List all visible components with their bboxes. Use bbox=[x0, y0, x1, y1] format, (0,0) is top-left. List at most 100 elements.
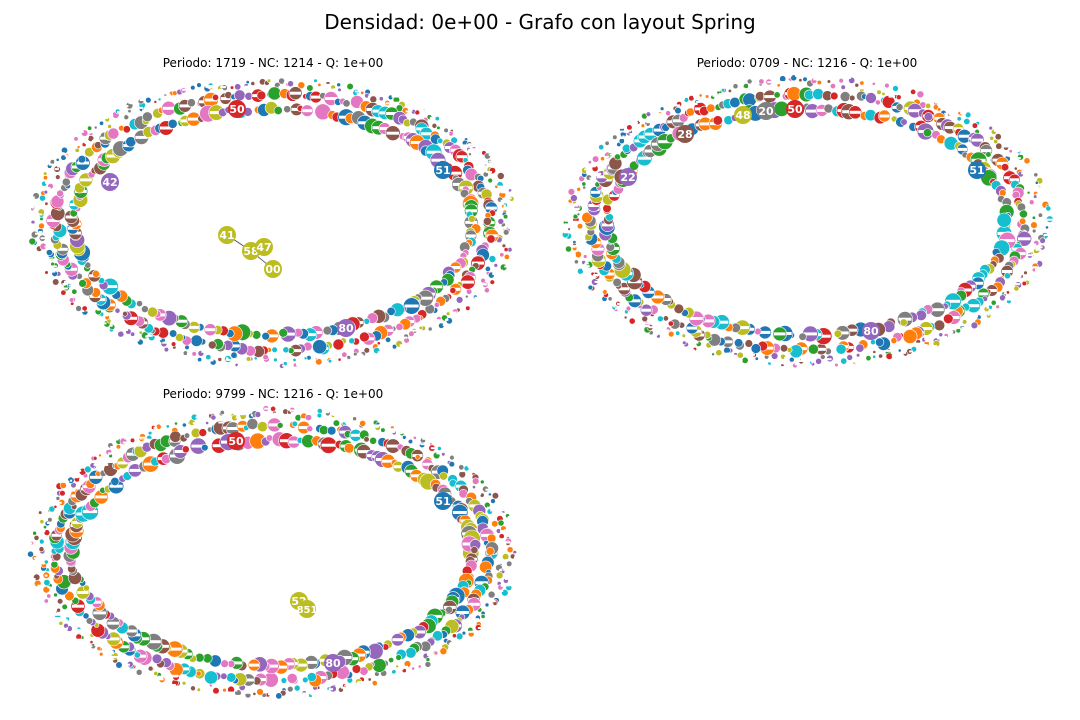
node-ring-group bbox=[25, 75, 523, 372]
node-label-mark bbox=[585, 167, 592, 170]
graph-node bbox=[461, 630, 467, 636]
node-label-mark bbox=[158, 92, 162, 95]
graph-node bbox=[78, 279, 87, 288]
node-label-mark bbox=[34, 512, 39, 515]
node-label-mark bbox=[295, 363, 303, 366]
node-label-mark bbox=[35, 591, 43, 594]
node-label-mark bbox=[782, 368, 790, 371]
node-label-mark bbox=[472, 301, 476, 304]
node-label-mark bbox=[279, 439, 294, 443]
node-label-mark bbox=[125, 436, 131, 439]
node-label-mark bbox=[702, 319, 714, 323]
node-label-mark bbox=[461, 280, 474, 284]
node-label-mark bbox=[504, 559, 508, 562]
node-label-mark bbox=[243, 678, 254, 682]
graph-node bbox=[408, 330, 415, 337]
graph-node bbox=[220, 672, 228, 680]
graph-node bbox=[43, 579, 51, 587]
node-label-mark bbox=[503, 206, 510, 209]
node-label-mark bbox=[25, 542, 33, 545]
node-label-mark bbox=[155, 338, 162, 341]
graph-node bbox=[884, 82, 890, 89]
graph-node bbox=[872, 354, 877, 359]
node-label-mark bbox=[384, 421, 391, 424]
node-label: 48 bbox=[735, 109, 750, 122]
graph-node bbox=[175, 333, 184, 342]
node-label-mark bbox=[58, 275, 65, 278]
node-label-mark bbox=[346, 92, 353, 95]
graph-node bbox=[360, 90, 365, 95]
graph-node bbox=[744, 339, 754, 348]
node-label-mark bbox=[445, 658, 451, 661]
graph-node bbox=[497, 519, 505, 527]
graph-node bbox=[230, 351, 238, 359]
graph-node bbox=[47, 517, 53, 523]
node-label-mark bbox=[186, 352, 192, 355]
node-label-mark bbox=[322, 411, 329, 414]
node-label-mark bbox=[844, 75, 850, 78]
node-label-mark bbox=[26, 217, 32, 220]
node-label-mark bbox=[427, 653, 431, 656]
node-label-mark bbox=[503, 204, 506, 207]
node-label-mark bbox=[804, 366, 810, 369]
node-label-mark bbox=[465, 474, 469, 477]
graph-node bbox=[127, 109, 132, 114]
node-label-mark bbox=[1042, 179, 1045, 182]
node-label-mark bbox=[71, 155, 78, 158]
node-label-mark bbox=[498, 269, 504, 272]
graph-node bbox=[1019, 217, 1027, 225]
node-label-mark bbox=[582, 274, 586, 277]
node-label-mark bbox=[98, 456, 103, 459]
node-label-mark bbox=[340, 81, 347, 84]
node-label-mark bbox=[579, 201, 587, 204]
node-label-mark bbox=[179, 428, 184, 431]
node-label-mark bbox=[908, 109, 922, 113]
graph-node bbox=[212, 93, 220, 101]
node-label-mark bbox=[169, 684, 176, 686]
node-label-mark bbox=[500, 191, 506, 194]
node-label-mark bbox=[325, 97, 337, 100]
node-label-mark bbox=[332, 88, 337, 91]
node-label-mark bbox=[382, 459, 394, 463]
node-label-mark bbox=[644, 149, 656, 153]
node-label-mark bbox=[455, 643, 458, 646]
graph-node bbox=[486, 234, 496, 244]
node-label-mark bbox=[227, 427, 239, 430]
node-label-mark bbox=[592, 247, 604, 251]
graph-node bbox=[484, 602, 490, 608]
graph-node bbox=[217, 357, 223, 362]
graph-node bbox=[570, 194, 578, 202]
graph-node bbox=[1045, 205, 1052, 212]
node-label-mark bbox=[353, 653, 366, 657]
node-label-mark bbox=[386, 112, 398, 115]
node-label-mark bbox=[1039, 184, 1046, 187]
node-label-mark bbox=[870, 353, 877, 356]
graph-node bbox=[282, 346, 290, 354]
node-label-mark bbox=[450, 641, 457, 644]
node-label-mark bbox=[81, 640, 88, 643]
node-label-mark bbox=[816, 108, 827, 112]
graph-node bbox=[273, 105, 283, 115]
node-label-mark bbox=[348, 688, 355, 691]
node-label-mark bbox=[998, 310, 1003, 313]
node-label-mark bbox=[586, 170, 590, 173]
node-label-mark bbox=[761, 86, 765, 89]
node-label-mark bbox=[510, 229, 516, 232]
node-label-mark bbox=[157, 675, 163, 678]
node-label-mark bbox=[580, 239, 587, 242]
node-label-mark bbox=[655, 113, 662, 116]
graph-node bbox=[1034, 180, 1039, 185]
node-label-mark bbox=[902, 91, 909, 94]
node-label-mark bbox=[1018, 160, 1021, 162]
node-label-mark bbox=[617, 137, 625, 139]
node-label-mark bbox=[858, 87, 863, 90]
node-label-mark bbox=[504, 173, 510, 176]
node-label-mark bbox=[49, 592, 53, 595]
node-label: 51 bbox=[435, 164, 450, 177]
node-label-mark bbox=[958, 288, 972, 292]
node-label-mark bbox=[218, 421, 224, 424]
node-label-mark bbox=[494, 595, 500, 598]
node-label-mark bbox=[166, 341, 169, 344]
graph-node bbox=[612, 134, 618, 140]
